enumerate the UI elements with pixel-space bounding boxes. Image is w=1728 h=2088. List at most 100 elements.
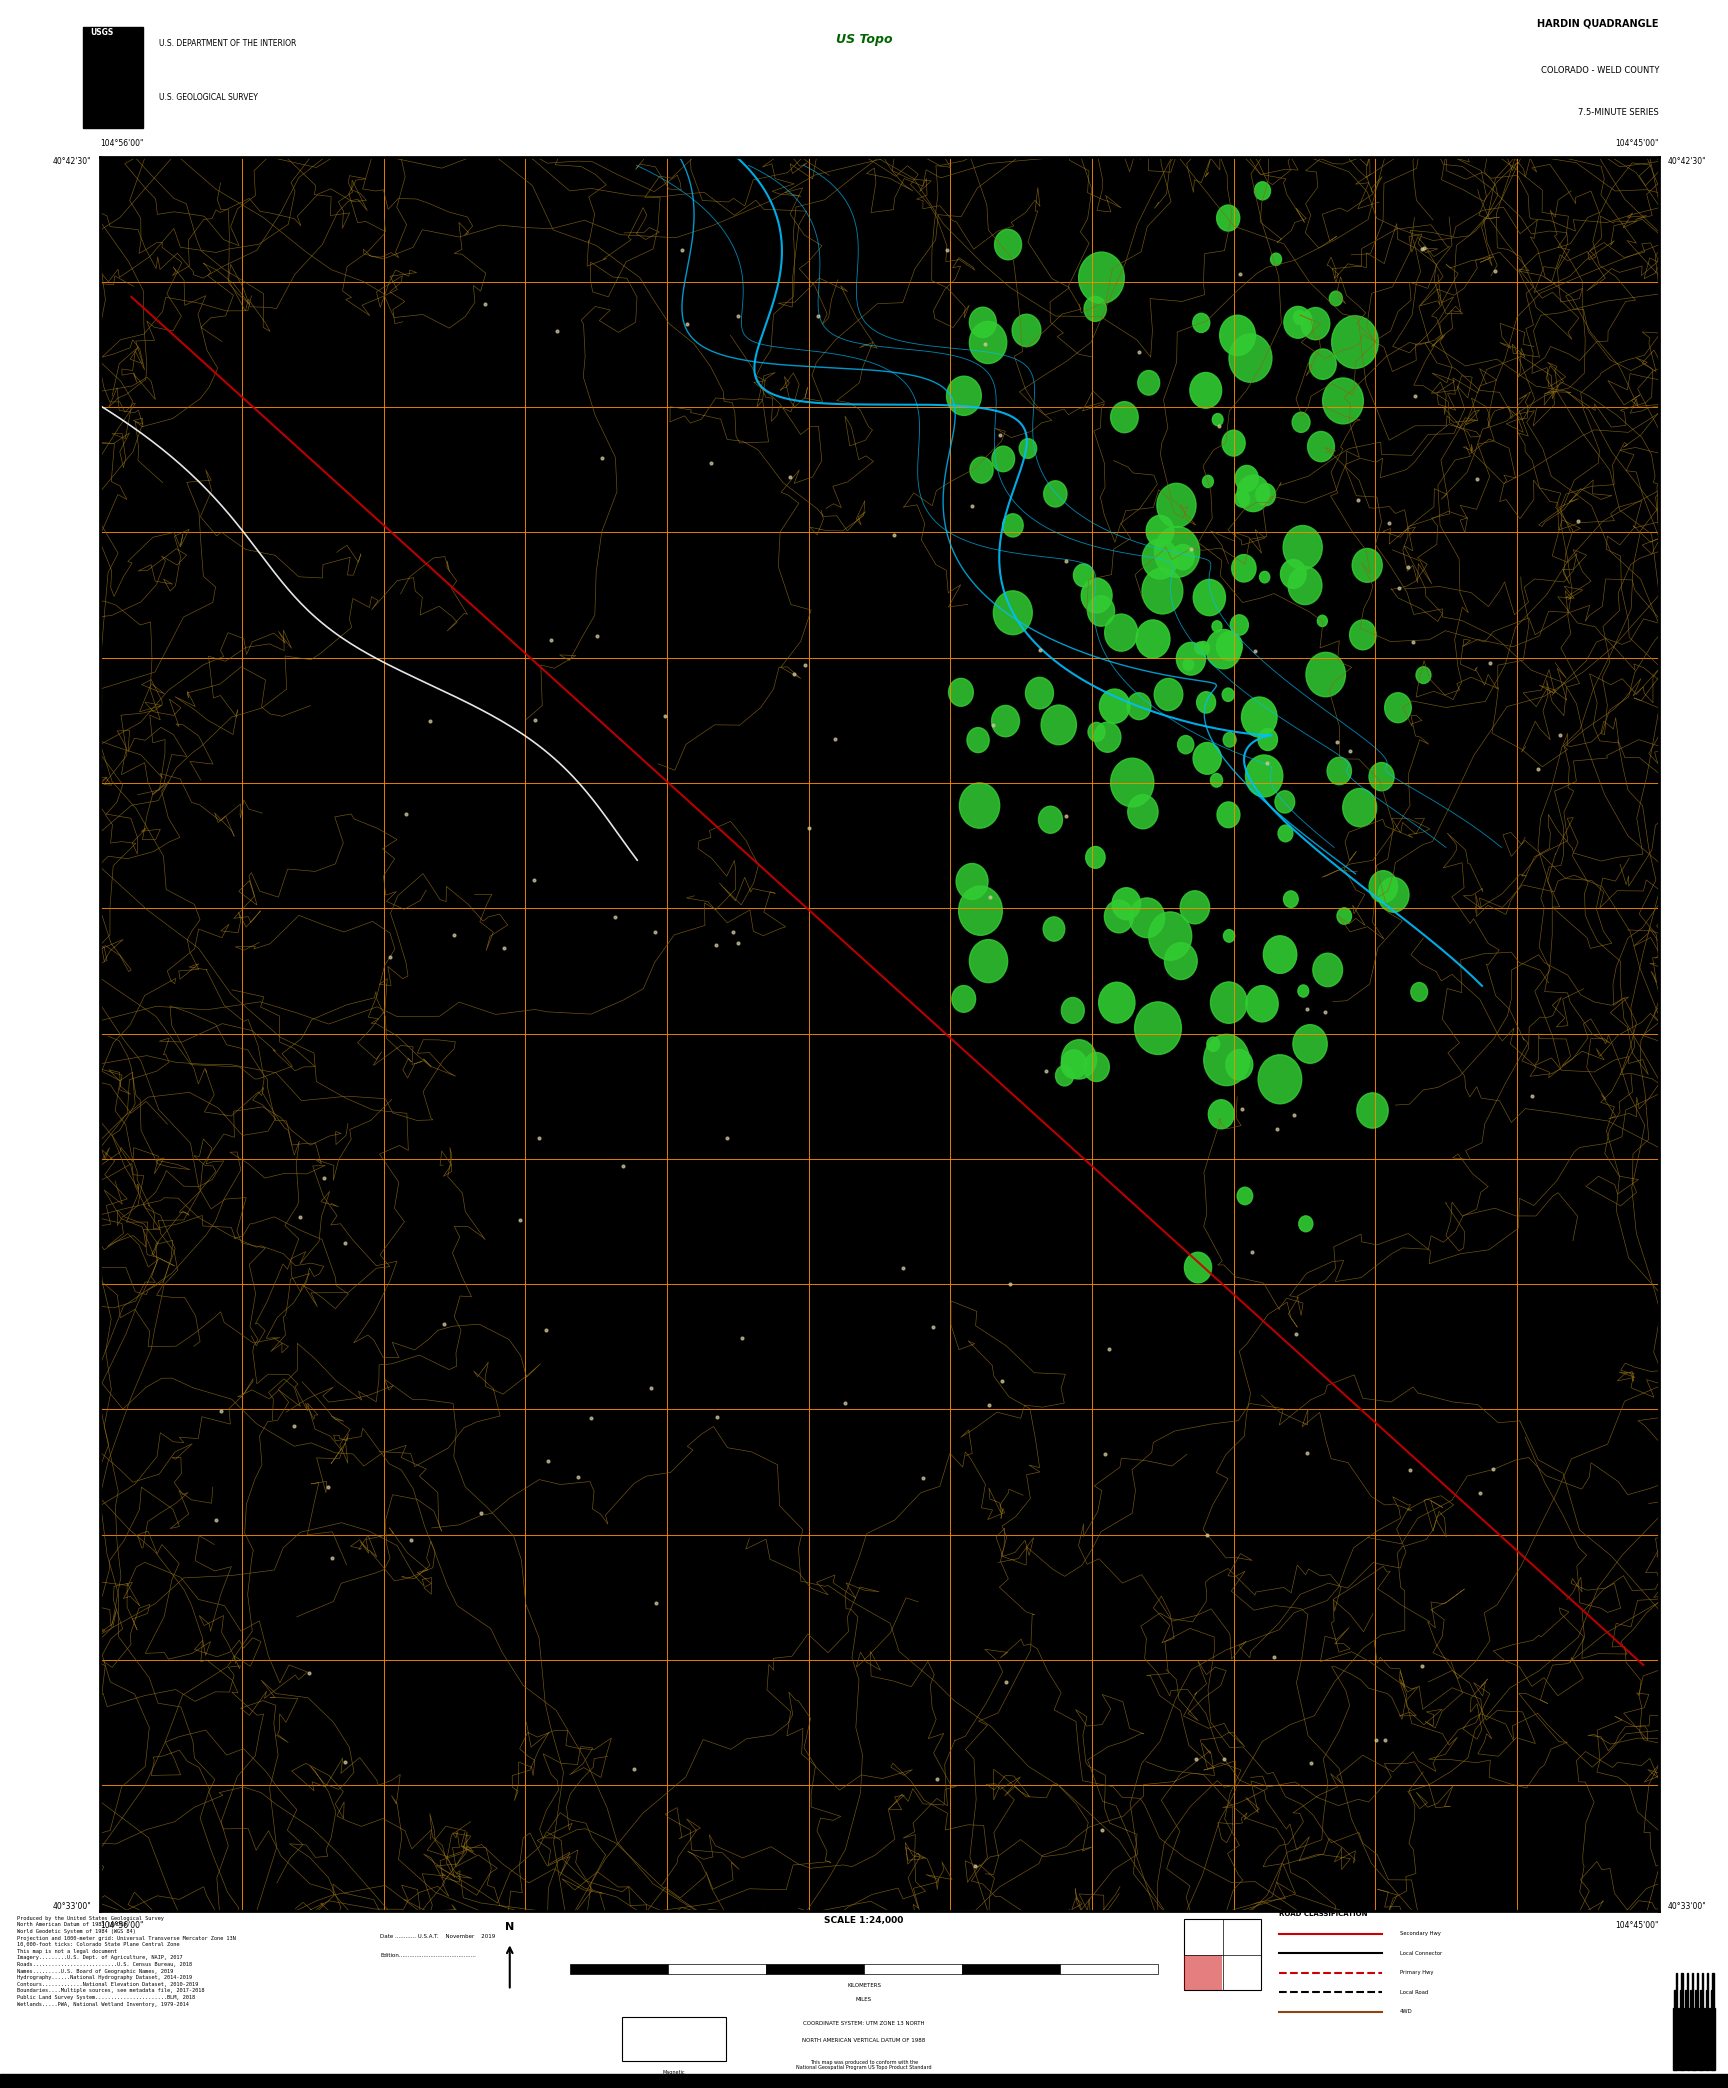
Circle shape: [1192, 743, 1222, 775]
Circle shape: [956, 864, 988, 900]
Circle shape: [1258, 729, 1277, 750]
Bar: [962, 1963, 1059, 1975]
Circle shape: [1194, 641, 1206, 654]
Text: 104°45'00": 104°45'00": [1616, 140, 1659, 148]
Circle shape: [1327, 758, 1351, 785]
Circle shape: [1211, 620, 1222, 633]
Text: Edition............................................: Edition.................................…: [380, 1952, 475, 1959]
Circle shape: [1013, 315, 1040, 347]
Text: MILES: MILES: [855, 1996, 873, 2002]
Circle shape: [952, 986, 976, 1013]
Bar: [622, 2017, 726, 2061]
Circle shape: [1085, 846, 1106, 869]
Circle shape: [1194, 580, 1225, 616]
Circle shape: [1146, 516, 1173, 547]
Circle shape: [1184, 658, 1194, 670]
Circle shape: [969, 307, 997, 338]
Bar: [570, 1963, 669, 1975]
Circle shape: [969, 457, 994, 482]
Circle shape: [1191, 372, 1222, 409]
Circle shape: [1083, 1052, 1109, 1082]
Circle shape: [1180, 892, 1210, 923]
Circle shape: [1293, 1025, 1327, 1063]
Circle shape: [1061, 1040, 1097, 1079]
Text: SCALE 1:24,000: SCALE 1:24,000: [824, 1917, 904, 1925]
Text: Produced by the United States Geological Survey
North American Datum of 1983 (NA: Produced by the United States Geological…: [17, 1917, 237, 2007]
Text: USGS: USGS: [90, 29, 112, 38]
Circle shape: [1177, 735, 1194, 754]
Text: Local Road: Local Road: [1400, 1990, 1427, 1994]
Circle shape: [1208, 1100, 1234, 1130]
Text: Date ............ U.S.A.T.    November    2019: Date ............ U.S.A.T. November 2019: [380, 1933, 496, 1938]
Circle shape: [1198, 691, 1215, 714]
Circle shape: [1317, 616, 1327, 626]
Circle shape: [1044, 480, 1066, 507]
Circle shape: [1082, 578, 1113, 614]
Circle shape: [1154, 526, 1199, 578]
Circle shape: [1206, 628, 1241, 668]
Circle shape: [1042, 706, 1077, 745]
Circle shape: [1275, 791, 1294, 812]
Text: 104°56'00": 104°56'00": [100, 140, 143, 148]
Text: Local Connector: Local Connector: [1400, 1950, 1441, 1956]
Circle shape: [1310, 349, 1336, 380]
Circle shape: [1165, 942, 1198, 979]
Circle shape: [1104, 614, 1137, 651]
Circle shape: [1087, 595, 1115, 626]
Text: This map was produced to conform with the
National Geospatial Program US Topo Pr: This map was produced to conform with th…: [797, 2059, 931, 2071]
Circle shape: [1142, 539, 1178, 578]
Circle shape: [1210, 773, 1223, 787]
Circle shape: [969, 940, 1007, 983]
Circle shape: [1217, 205, 1239, 232]
Circle shape: [1415, 666, 1431, 683]
Circle shape: [1230, 614, 1248, 635]
Circle shape: [1177, 643, 1206, 674]
Text: Secondary Hwy: Secondary Hwy: [1400, 1931, 1441, 1936]
Circle shape: [1099, 689, 1130, 722]
Text: US Topo: US Topo: [836, 33, 892, 46]
Text: Primary Hwy: Primary Hwy: [1400, 1971, 1433, 1975]
Circle shape: [1215, 79, 1246, 113]
Circle shape: [1061, 998, 1083, 1023]
Text: ROAD CLASSIFICATION: ROAD CLASSIFICATION: [1279, 1911, 1367, 1917]
Bar: [864, 1963, 962, 1975]
Circle shape: [1203, 476, 1213, 489]
Circle shape: [994, 591, 1032, 635]
Text: 7.5-MINUTE SERIES: 7.5-MINUTE SERIES: [1578, 109, 1659, 117]
Circle shape: [1294, 311, 1306, 324]
Circle shape: [959, 783, 1001, 829]
Circle shape: [1094, 722, 1121, 752]
Circle shape: [1256, 484, 1275, 505]
Circle shape: [1154, 679, 1182, 710]
Circle shape: [1128, 796, 1158, 829]
Circle shape: [1258, 1054, 1301, 1105]
Circle shape: [1083, 296, 1106, 322]
Circle shape: [1298, 986, 1308, 998]
Text: COORDINATE SYSTEM: UTM ZONE 13 NORTH: COORDINATE SYSTEM: UTM ZONE 13 NORTH: [804, 2021, 924, 2025]
Bar: [1184, 1954, 1222, 1990]
Circle shape: [1020, 438, 1037, 459]
Circle shape: [1002, 514, 1023, 537]
Circle shape: [1113, 887, 1140, 919]
Circle shape: [1343, 789, 1377, 827]
Circle shape: [1130, 898, 1165, 938]
Circle shape: [1232, 555, 1256, 583]
Text: 104°56'00": 104°56'00": [100, 1921, 143, 1929]
Circle shape: [1222, 689, 1234, 702]
Circle shape: [1104, 900, 1134, 933]
Circle shape: [1217, 633, 1242, 660]
Circle shape: [1061, 1050, 1087, 1079]
Circle shape: [1255, 182, 1270, 200]
Circle shape: [1246, 986, 1279, 1021]
Circle shape: [1127, 693, 1151, 720]
Circle shape: [1329, 290, 1343, 305]
Circle shape: [1306, 651, 1346, 697]
Circle shape: [1073, 564, 1094, 587]
Circle shape: [1313, 954, 1343, 988]
Text: 104°45'00": 104°45'00": [1616, 1921, 1659, 1929]
Circle shape: [1299, 1215, 1313, 1232]
Circle shape: [1384, 693, 1412, 722]
Circle shape: [1237, 1188, 1253, 1205]
Circle shape: [1192, 313, 1210, 332]
Text: 40°42'30": 40°42'30": [54, 157, 92, 165]
